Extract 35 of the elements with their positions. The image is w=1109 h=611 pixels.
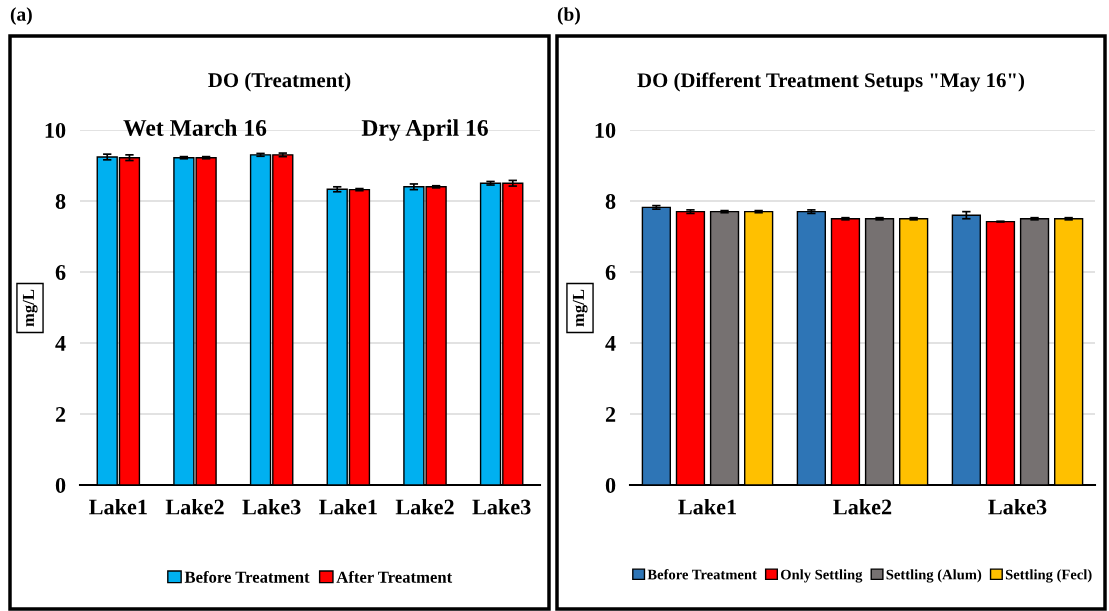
y-tick-label: 2 xyxy=(605,406,616,422)
y-tick-label: 8 xyxy=(605,193,616,209)
y-tick-label: 2 xyxy=(55,406,66,422)
x-tick-label: Lake2 xyxy=(833,498,892,515)
x-tick-label: Lake1 xyxy=(319,498,377,515)
legend-label: Only Settling xyxy=(780,569,863,583)
y-tick-label: 6 xyxy=(605,264,616,280)
annotation: Dry April 16 xyxy=(361,119,488,141)
legend-label: Settling (Alum) xyxy=(886,569,982,583)
y-tick-label: 0 xyxy=(605,477,616,493)
x-tick-label: Lake2 xyxy=(165,498,224,515)
legend-label: Before Treatment xyxy=(647,569,757,580)
y-tick-label: 10 xyxy=(595,122,616,138)
x-tick-label: Lake3 xyxy=(472,498,531,515)
x-tick-label: Lake1 xyxy=(678,498,736,515)
chart-title: DO (Different Treatment Setups "May 16") xyxy=(637,72,1025,92)
text: (a) xyxy=(10,7,32,25)
x-tick-label: Lake3 xyxy=(242,498,301,515)
y-tick-label: 4 xyxy=(55,336,66,351)
x-tick-label: Lake3 xyxy=(988,498,1047,515)
annotation: Wet March 16 xyxy=(123,119,267,137)
legend-label: After Treatment xyxy=(336,570,453,583)
y-tick-label: 0 xyxy=(55,477,66,493)
y-tick-label: 10 xyxy=(45,122,66,138)
chart-title: DO (Treatment) xyxy=(208,72,351,92)
x-tick-label: Lake1 xyxy=(89,498,147,515)
y-axis-title: mg/L xyxy=(572,289,588,327)
y-tick-label: 8 xyxy=(55,193,66,209)
y-axis-title: mg/L xyxy=(22,289,38,327)
x-tick-label: Lake2 xyxy=(395,498,454,515)
legend-label: Settling (Fecl) xyxy=(1005,569,1092,583)
text: (b) xyxy=(557,7,580,25)
legend-label: Before Treatment xyxy=(184,570,310,583)
y-tick-label: 4 xyxy=(605,336,616,351)
y-tick-label: 6 xyxy=(55,264,66,280)
